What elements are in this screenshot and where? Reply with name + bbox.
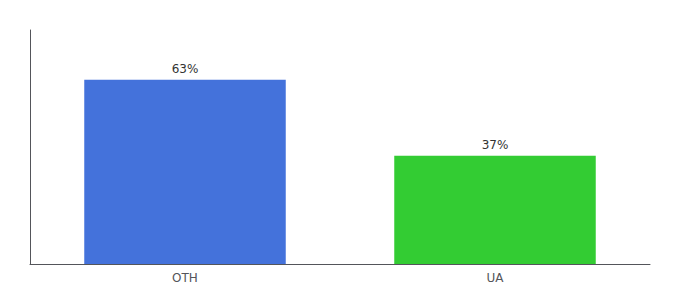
svg-text:UA: UA — [487, 271, 505, 285]
svg-text:OTH: OTH — [172, 271, 198, 285]
svg-text:37%: 37% — [482, 138, 509, 152]
svg-text:63%: 63% — [172, 62, 199, 76]
